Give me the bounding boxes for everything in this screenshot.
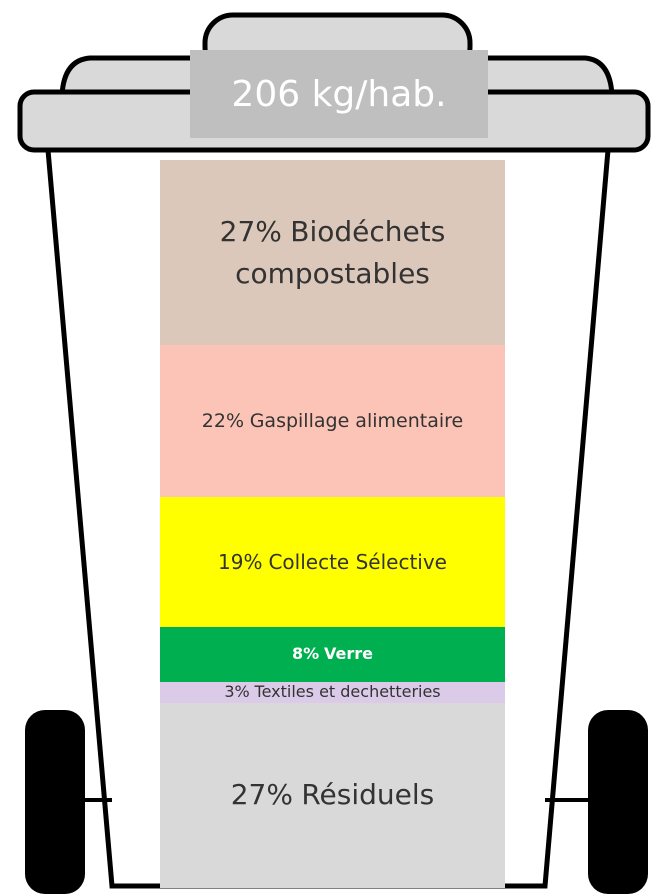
segment: 27%Biodéchets compostables xyxy=(160,160,505,345)
segment-name: Collecte Sélective xyxy=(268,550,447,574)
value-label: 22% xyxy=(202,410,244,432)
page: 27%Biodéchets compostables 22% Gaspillage … xyxy=(0,0,652,896)
segment-name: Gaspillage alimentaire xyxy=(250,410,464,432)
segment-label: 19%Collecte Sélective xyxy=(218,547,447,577)
value-label: 27% xyxy=(220,215,282,248)
segment-label: 3% Textiles et dechetteries xyxy=(224,680,440,704)
value-label: 27% xyxy=(231,778,293,811)
segment-label: 27%Biodéchets compostables xyxy=(172,211,493,295)
segment-name: Verre xyxy=(324,644,373,663)
value-label: 3% xyxy=(224,682,249,701)
value-label: 19% xyxy=(218,550,262,574)
value-label: 8% xyxy=(292,644,319,663)
segment-label: 22% Gaspillage alimentaire xyxy=(202,407,463,436)
segment: 8% Verre xyxy=(160,627,505,682)
segment-name: Résiduels xyxy=(301,778,434,811)
segment: 3% Textiles et dechetteries xyxy=(160,682,505,703)
segment: 22% Gaspillage alimentaire xyxy=(160,345,505,496)
segment: 27%Résiduels xyxy=(160,703,505,888)
wheel xyxy=(25,710,85,894)
segment-label: 27%Résiduels xyxy=(231,774,435,816)
wheel xyxy=(588,710,648,894)
segment: 19%Collecte Sélective xyxy=(160,497,505,627)
segment-label: 8% Verre xyxy=(292,642,373,666)
segment-name: Textiles et dechetteries xyxy=(255,682,441,701)
chart-title: 206 kg/hab. xyxy=(190,50,488,138)
